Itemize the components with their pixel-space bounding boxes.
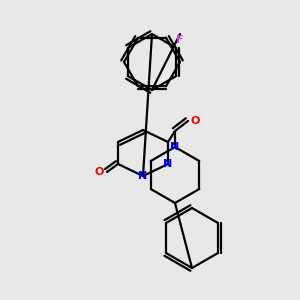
- Text: O: O: [190, 116, 200, 126]
- Text: N: N: [138, 171, 148, 181]
- Text: N: N: [164, 159, 172, 169]
- Text: N: N: [170, 142, 180, 152]
- Text: O: O: [94, 167, 104, 177]
- Text: F: F: [176, 35, 184, 45]
